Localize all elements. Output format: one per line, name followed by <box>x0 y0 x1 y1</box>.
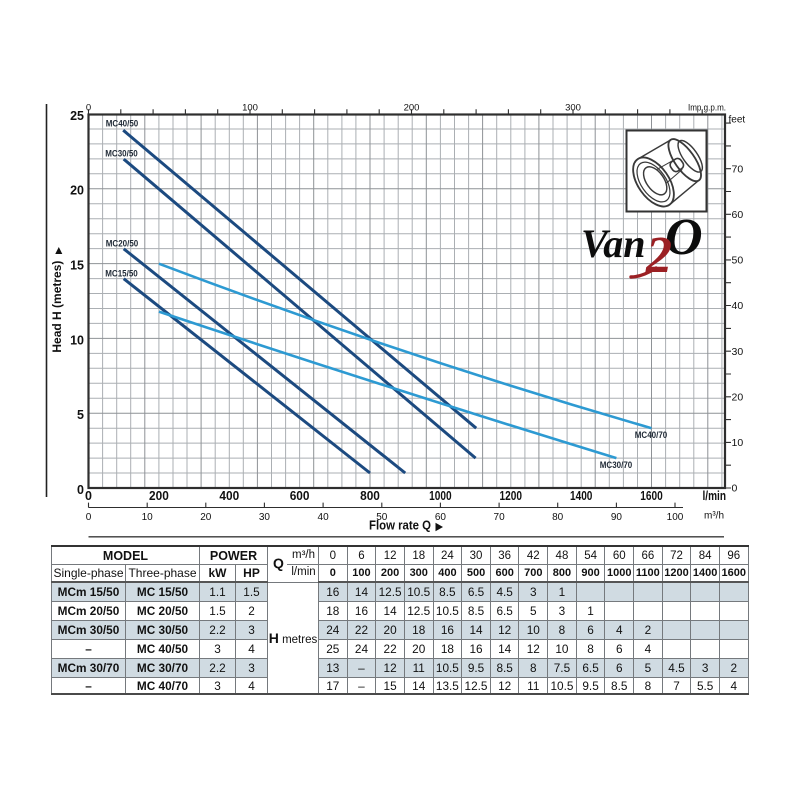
svg-text:Van: Van <box>581 221 646 266</box>
svg-text:15: 15 <box>70 259 84 273</box>
svg-text:20: 20 <box>200 512 212 523</box>
svg-text:100: 100 <box>242 102 258 113</box>
svg-text:600: 600 <box>290 489 310 503</box>
svg-text:Imp g.p.m.: Imp g.p.m. <box>688 102 726 113</box>
svg-text:30: 30 <box>732 346 744 358</box>
svg-text:0: 0 <box>732 483 738 495</box>
svg-text:10: 10 <box>732 437 744 449</box>
svg-text:0: 0 <box>77 483 84 497</box>
svg-text:60: 60 <box>732 209 744 221</box>
svg-text:Flow rate Q: Flow rate Q <box>369 518 431 533</box>
svg-text:O: O <box>665 209 703 266</box>
svg-text:40: 40 <box>732 300 744 312</box>
svg-text:l/min: l/min <box>703 489 727 503</box>
svg-text:200: 200 <box>404 102 420 113</box>
svg-text:20: 20 <box>70 184 84 198</box>
svg-text:1400: 1400 <box>570 489 593 503</box>
svg-text:50: 50 <box>376 512 388 523</box>
svg-text:Head H (metres) ▶: Head H (metres) ▶ <box>50 246 64 353</box>
svg-text:m³/h: m³/h <box>704 511 724 522</box>
svg-text:MC15/50: MC15/50 <box>105 268 138 278</box>
svg-text:MC30/70: MC30/70 <box>600 460 633 470</box>
svg-text:5: 5 <box>77 408 84 422</box>
svg-text:feet: feet <box>729 115 746 126</box>
svg-text:2: 2 <box>645 227 672 284</box>
svg-text:10: 10 <box>142 512 154 523</box>
svg-text:MC40/70: MC40/70 <box>635 430 668 440</box>
svg-text:MC30/50: MC30/50 <box>105 148 138 158</box>
svg-text:400: 400 <box>219 489 239 503</box>
svg-text:50: 50 <box>732 255 744 267</box>
svg-text:200: 200 <box>149 489 169 503</box>
svg-text:10: 10 <box>70 333 84 347</box>
svg-text:0: 0 <box>86 512 92 523</box>
svg-text:70: 70 <box>494 512 506 523</box>
svg-text:70: 70 <box>732 163 744 175</box>
svg-text:0: 0 <box>86 102 91 113</box>
svg-text:30: 30 <box>259 512 271 523</box>
svg-text:25: 25 <box>70 109 84 123</box>
svg-text:1000: 1000 <box>429 489 452 503</box>
svg-text:1600: 1600 <box>640 489 663 503</box>
svg-text:300: 300 <box>565 102 581 113</box>
svg-text:MC40/50: MC40/50 <box>106 118 139 128</box>
svg-text:800: 800 <box>360 489 380 503</box>
svg-text:100: 100 <box>667 512 684 523</box>
svg-text:80: 80 <box>552 512 564 523</box>
svg-text:40: 40 <box>318 512 330 523</box>
svg-text:60: 60 <box>435 512 447 523</box>
svg-text:90: 90 <box>611 512 623 523</box>
svg-text:20: 20 <box>732 392 744 404</box>
svg-text:MC20/50: MC20/50 <box>106 239 139 249</box>
svg-text:1200: 1200 <box>500 489 523 503</box>
svg-text:0: 0 <box>85 489 92 503</box>
